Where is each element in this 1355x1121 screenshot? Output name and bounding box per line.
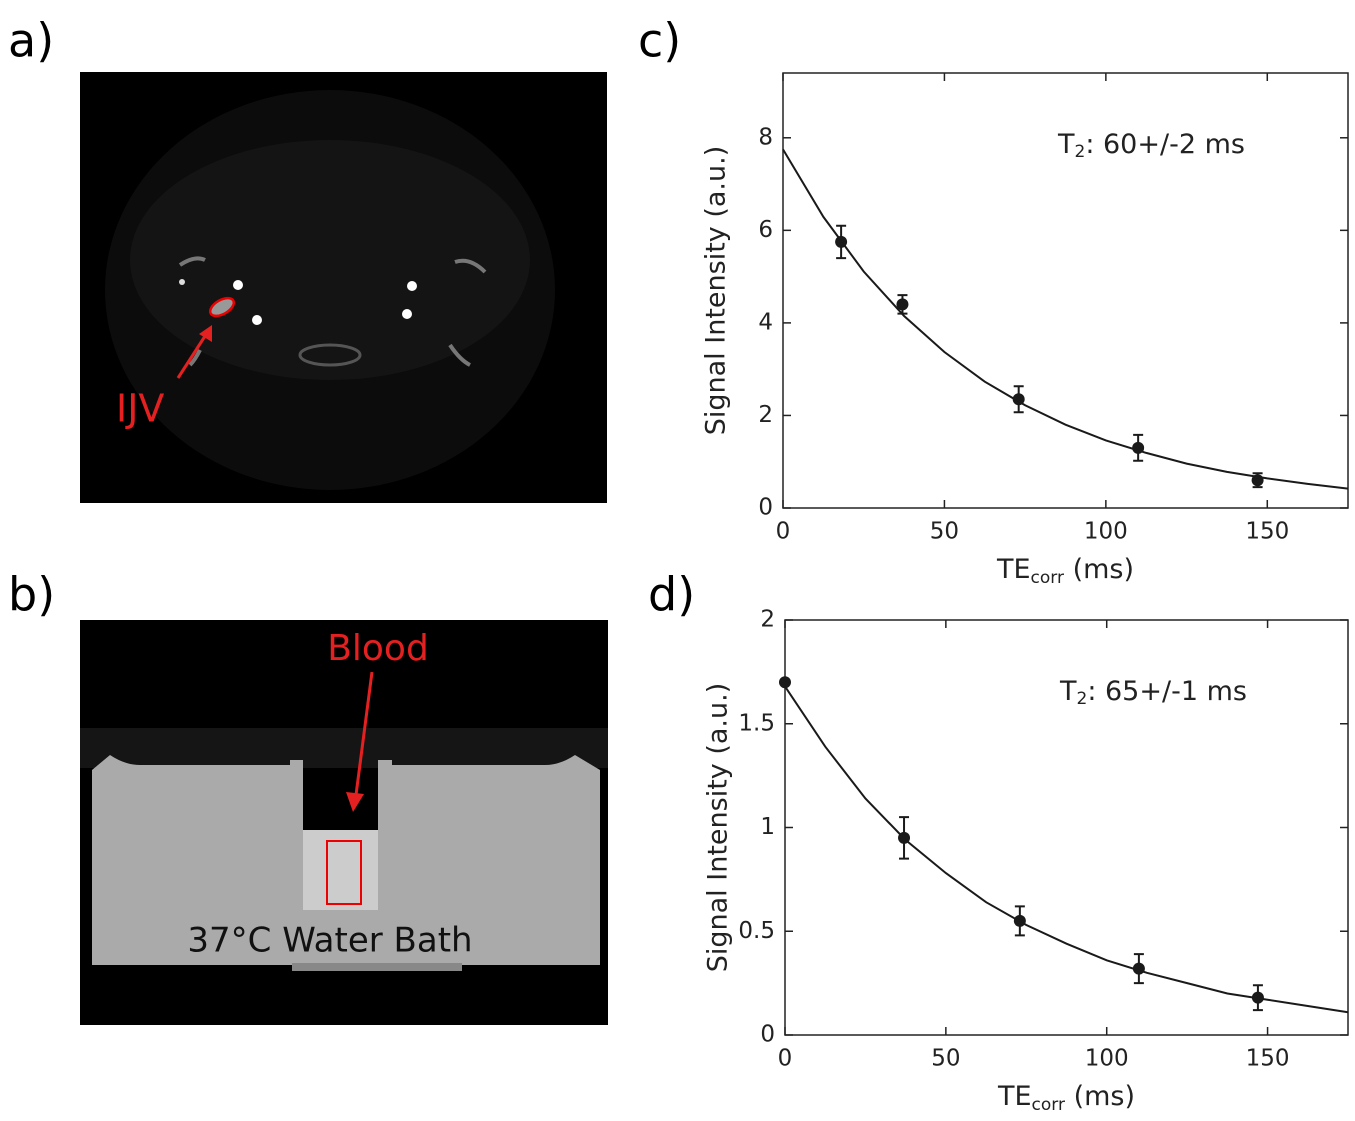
caption: 37°C Water Bath: [187, 921, 472, 961]
annotation-part: T: [1059, 676, 1077, 707]
annotation-part: : 60+/-2 ms: [1085, 129, 1245, 160]
x-tick-label: 150: [1245, 519, 1289, 545]
y-tick-label: 2: [760, 607, 775, 633]
annotation: Blood: [327, 628, 429, 669]
x-tick-label: 100: [1085, 1046, 1129, 1072]
x-axis-label: TEcorr (ms): [997, 1081, 1135, 1116]
fit-curve: [785, 686, 1348, 1012]
y-tick-label: 8: [758, 124, 773, 150]
data-point: [1252, 992, 1264, 1004]
x-tick-label: 50: [930, 519, 959, 545]
panel-label: d): [648, 568, 695, 622]
annotation: IJV: [116, 387, 164, 431]
y-tick-label: 6: [758, 217, 773, 243]
annotation-part: T: [1057, 129, 1075, 160]
data-point: [898, 832, 910, 844]
x-axis-label-part: (ms): [1064, 554, 1134, 585]
y-tick-label: 1: [760, 814, 775, 840]
data-point: [1014, 915, 1026, 927]
x-axis-label-part: corr: [1032, 1095, 1065, 1115]
data-point: [1132, 442, 1144, 454]
mri-image-a: [80, 72, 607, 503]
x-axis-label-part: TE: [997, 1081, 1032, 1112]
annotation-part: 2: [1077, 689, 1088, 709]
y-tick-label: 1.5: [738, 710, 775, 736]
y-tick-label: 0: [758, 495, 773, 521]
annotation: T2: 65+/-1 ms: [1059, 676, 1247, 710]
y-tick-label: 4: [758, 309, 773, 335]
mri-image-b: [80, 620, 608, 1025]
data-point: [896, 298, 908, 310]
x-axis-label: TEcorr (ms): [996, 554, 1134, 589]
x-axis-label-part: (ms): [1065, 1081, 1135, 1112]
y-tick-label: 0.5: [738, 918, 775, 944]
panel-label: c): [638, 14, 681, 68]
data-point: [1252, 474, 1264, 486]
x-tick-label: 0: [778, 1046, 793, 1072]
annotation-part: 2: [1075, 142, 1086, 162]
panel-label: a): [8, 14, 54, 68]
data-point: [1133, 963, 1145, 975]
figure: a) IJV b) Blood 37°C Water Bath c) 0 2 4 6 8 0…: [0, 0, 1355, 1121]
data-point: [779, 676, 791, 688]
x-tick-label: 100: [1084, 519, 1128, 545]
x-axis-label-part: TE: [996, 554, 1031, 585]
x-tick-label: 50: [931, 1046, 960, 1072]
data-point: [1013, 393, 1025, 405]
y-tick-label: 0: [760, 1022, 775, 1048]
annotation: T2: 60+/-2 ms: [1057, 129, 1245, 163]
y-tick-label: 2: [758, 402, 773, 428]
panel-label: b): [8, 568, 55, 622]
x-tick-label: 150: [1246, 1046, 1290, 1072]
x-tick-label: 0: [776, 519, 791, 545]
fit-curve: [783, 149, 1348, 488]
data-point: [835, 236, 847, 248]
x-axis-label-part: corr: [1031, 568, 1064, 588]
annotation-part: : 65+/-1 ms: [1087, 676, 1247, 707]
y-axis-label: Signal Intensity (a.u.): [701, 146, 732, 436]
y-axis-label: Signal Intensity (a.u.): [703, 683, 734, 973]
